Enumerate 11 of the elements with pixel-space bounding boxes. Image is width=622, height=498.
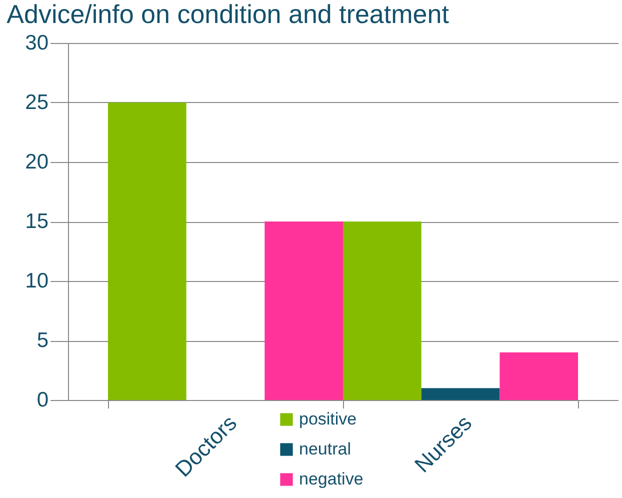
y-tick-label: 25 — [25, 91, 48, 114]
y-tick-label: 30 — [25, 32, 48, 54]
legend-label: neutral — [299, 440, 351, 458]
y-tick-label: 5 — [36, 329, 48, 352]
y-tick-label: 20 — [25, 150, 48, 174]
y-tick-label: 15 — [25, 210, 48, 233]
legend-label: negative — [299, 470, 364, 488]
chart-title: Advice/info on condition and treatment — [6, 0, 450, 29]
y-tick-label: 10 — [25, 270, 48, 292]
y-tick-label: 0 — [36, 388, 48, 412]
legend-label: positive — [299, 410, 357, 428]
